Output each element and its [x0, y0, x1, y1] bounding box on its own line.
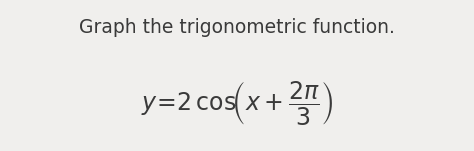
Text: Graph the trigonometric function.: Graph the trigonometric function.	[79, 18, 395, 37]
Text: $y\!=\!2\,\mathrm{cos}\!\left(x+\dfrac{2\pi}{3}\right)$: $y\!=\!2\,\mathrm{cos}\!\left(x+\dfrac{2…	[141, 79, 333, 127]
